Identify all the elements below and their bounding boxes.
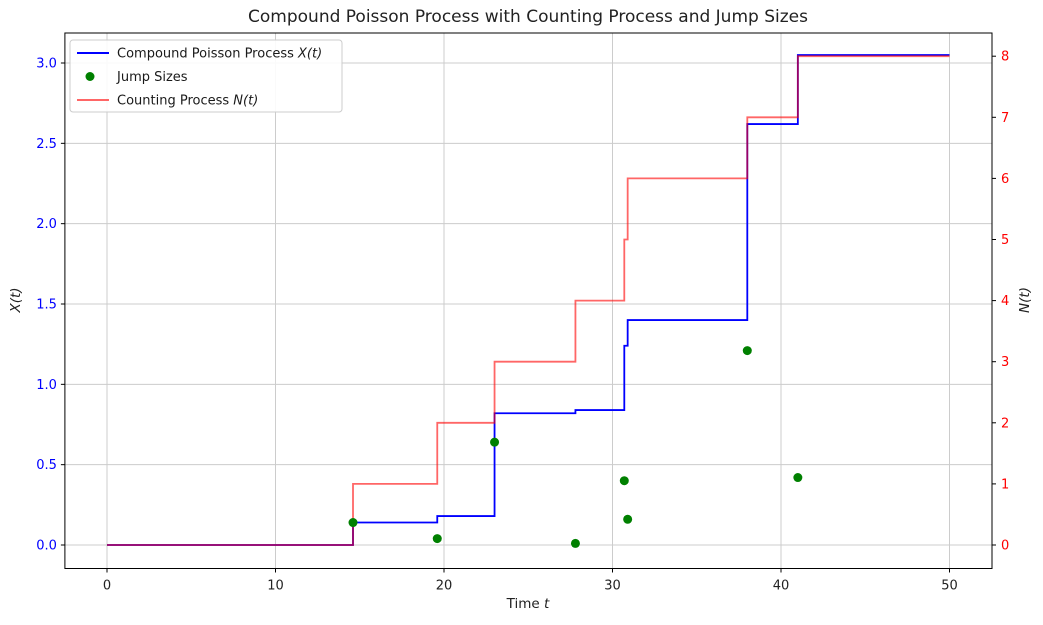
step-series-compound-poisson [107, 54, 950, 546]
x-tick-label-0: 0 [103, 579, 111, 594]
y-left-tick-label-0.5: 0.5 [36, 458, 57, 473]
legend-box [69, 39, 343, 113]
plot-frame [64, 32, 993, 569]
y-right-tick-label-1: 1 [1001, 477, 1009, 492]
y-right-tick-label-5: 5 [1001, 233, 1009, 248]
legend-label-compound-poisson: Compound Poisson Process X(t) [117, 47, 322, 62]
chart-title: Compound Poisson Process with Counting P… [248, 7, 808, 27]
y-left-tick-label-2.5: 2.5 [36, 137, 57, 152]
y-right-tick-label-6: 6 [1001, 172, 1009, 187]
step-series-counting-process [107, 55, 950, 546]
legend-label-counting-process: Counting Process N(t) [117, 94, 258, 109]
y-left-tick-label-2.0: 2.0 [36, 217, 57, 232]
x-tick-label-40: 40 [773, 579, 790, 594]
jump-size-dot-6 [742, 346, 752, 356]
data-series [107, 54, 950, 548]
axis-ticks: 0 10 20 30 40 50 0.0 0.5 1.0 1.5 2.0 2.5 3.0 0 1 2 3 4 5 6 7… [36, 50, 1009, 594]
jump-size-dot-3 [570, 538, 580, 548]
grid-lines [64, 33, 992, 569]
jump-size-dot-1 [432, 534, 442, 544]
x-tick-label-50: 50 [941, 579, 958, 594]
y-right-tick-label-0: 0 [1001, 539, 1009, 554]
y-right-tick-label-3: 3 [1001, 355, 1009, 370]
x-axis-label: Time t [506, 596, 550, 612]
y-right-tick-label-2: 2 [1001, 416, 1009, 431]
jump-size-dot-0 [348, 518, 358, 528]
y-left-tick-label-1.5: 1.5 [36, 298, 57, 313]
y-left-tick-label-1.0: 1.0 [36, 378, 57, 393]
x-tick-label-20: 20 [436, 579, 453, 594]
y-right-tick-label-8: 8 [1001, 50, 1009, 65]
x-tick-label-30: 30 [604, 579, 621, 594]
y-right-axis-label: N(t) [1017, 287, 1033, 313]
jump-size-dot-2 [490, 437, 500, 447]
y-left-tick-label-0.0: 0.0 [36, 539, 57, 554]
y-right-tick-label-7: 7 [1001, 111, 1009, 126]
jump-size-dot-4 [619, 476, 629, 486]
y-left-axis-label: X(t) [8, 287, 24, 313]
y-left-tick-label-3.0: 3.0 [36, 57, 57, 72]
jump-size-dot-5 [623, 514, 633, 524]
legend-label-jump-sizes: Jump Sizes [116, 70, 188, 85]
x-tick-label-10: 10 [267, 579, 284, 594]
legend: Compound Poisson Process X(t) Jump Sizes… [69, 39, 343, 113]
y-right-tick-label-4: 4 [1001, 294, 1009, 309]
legend-marker-jump-sizes [85, 72, 95, 81]
jump-size-dot-7 [793, 473, 803, 483]
